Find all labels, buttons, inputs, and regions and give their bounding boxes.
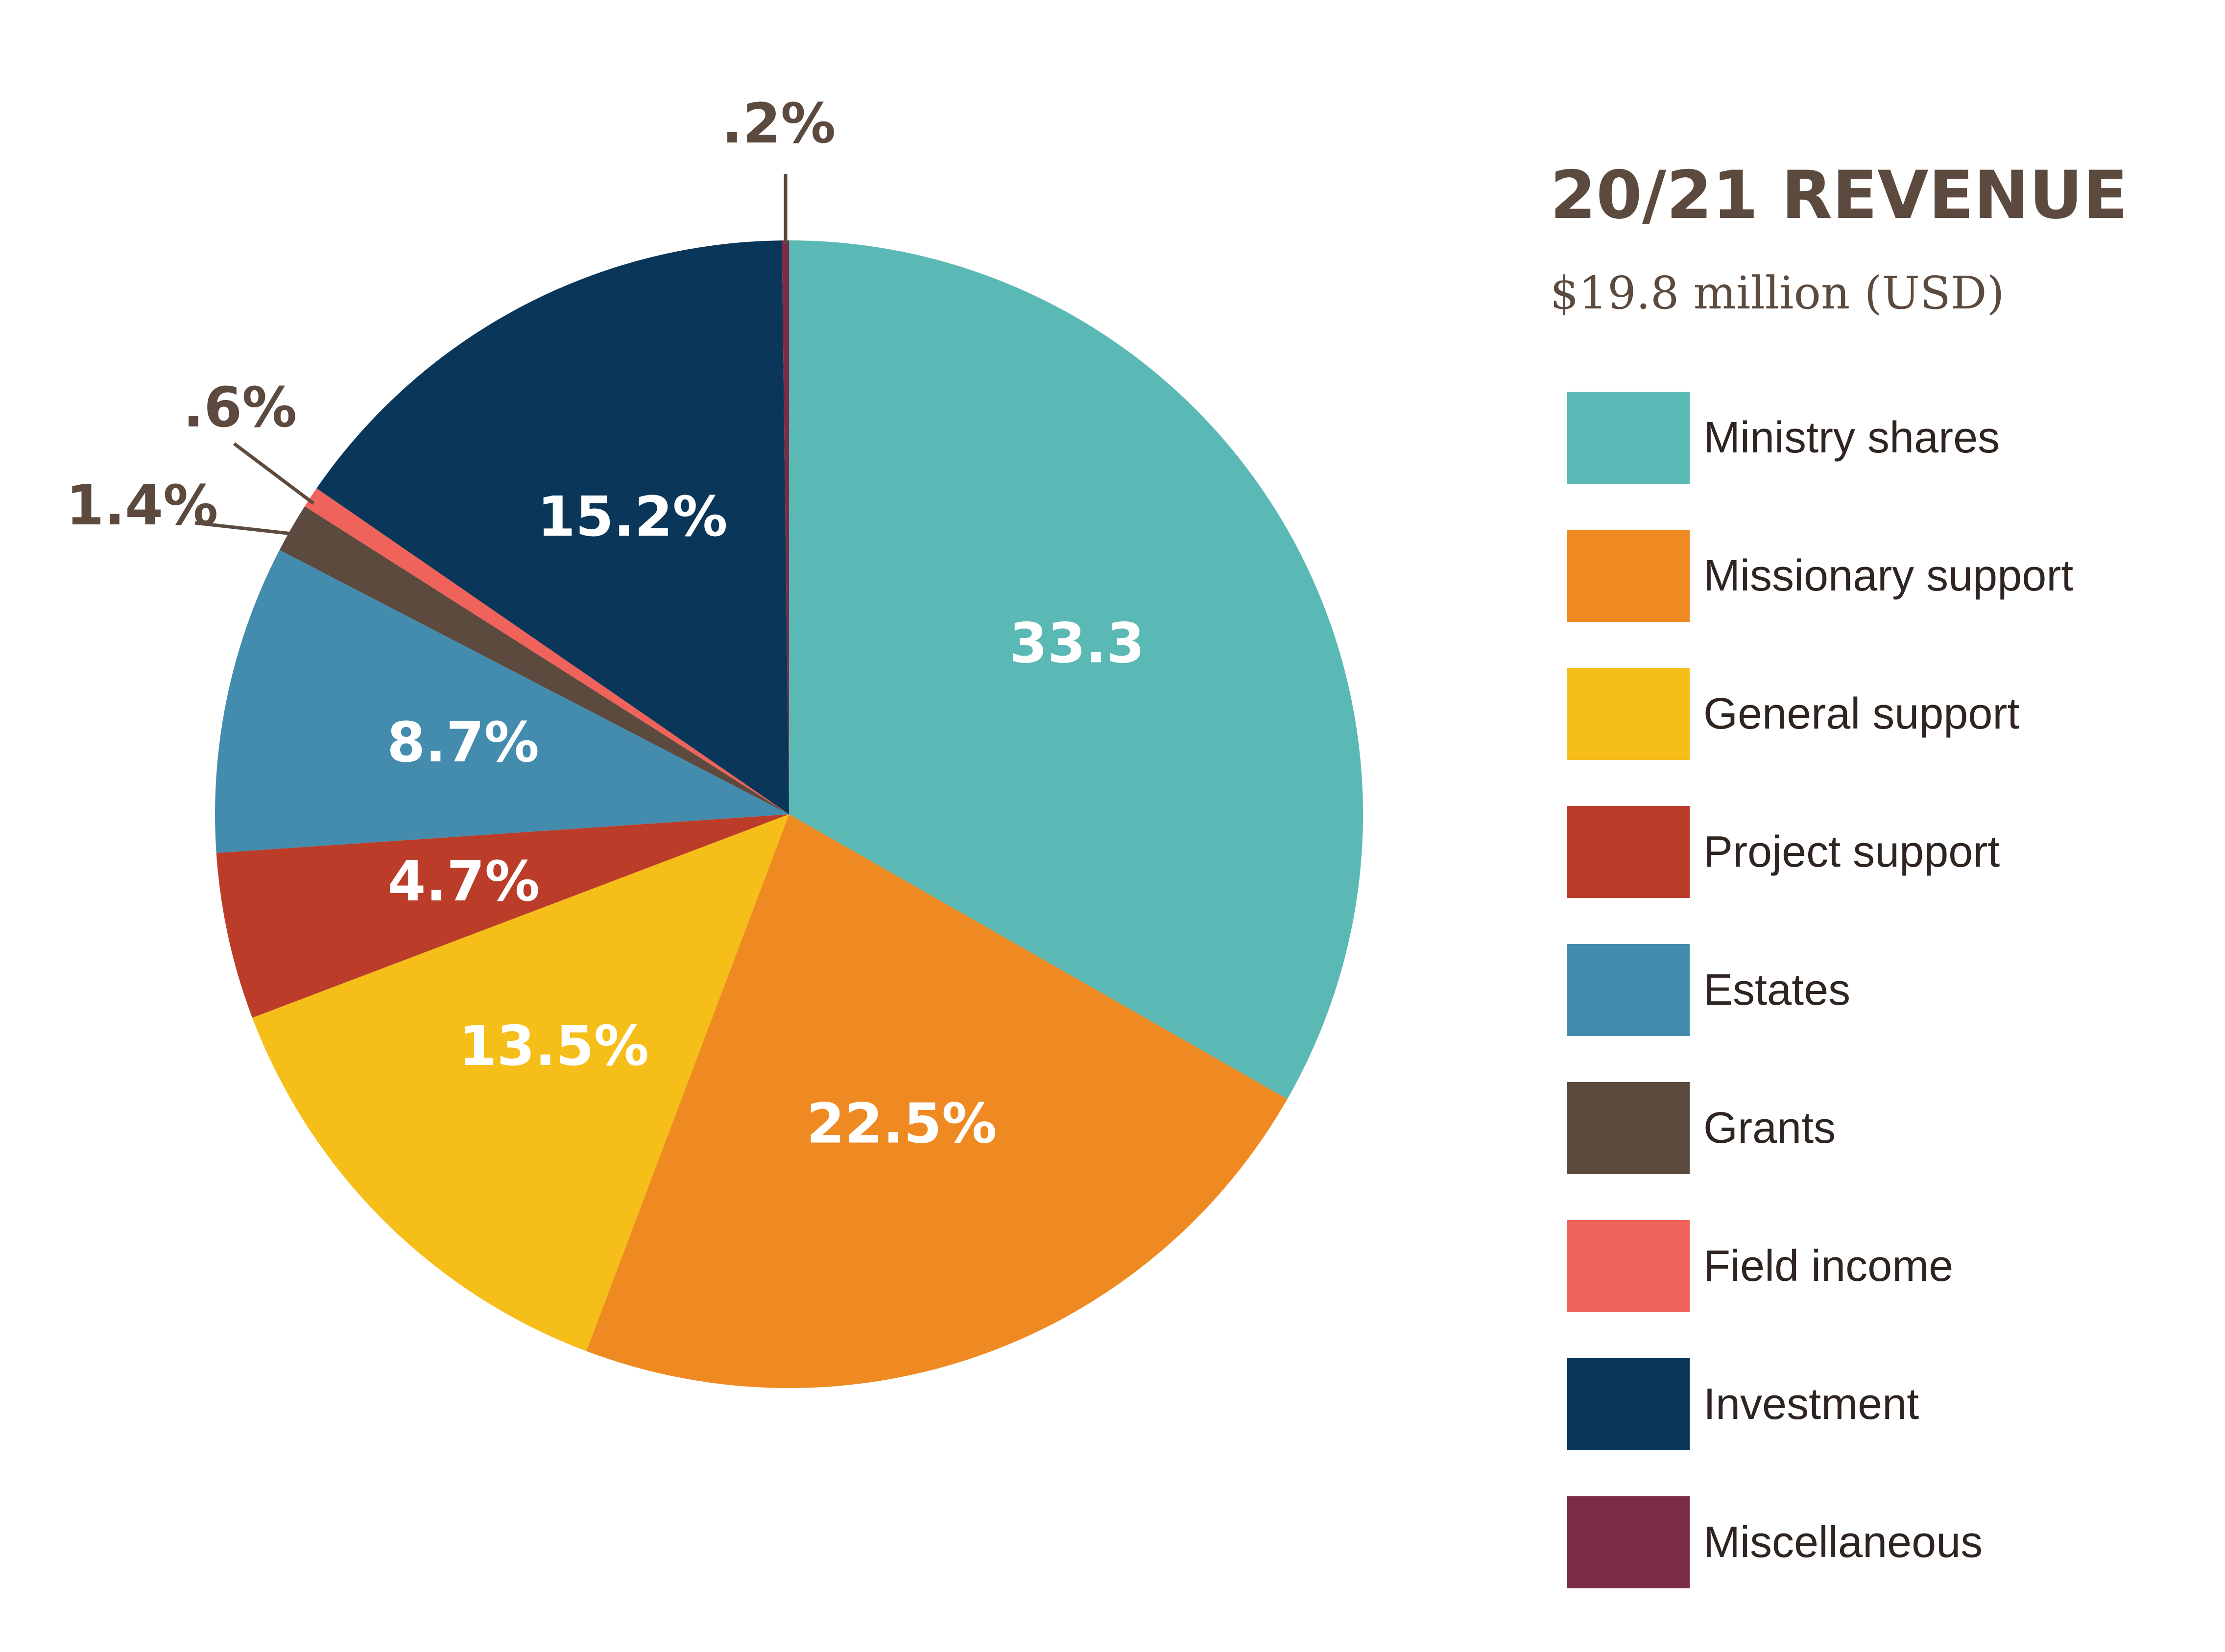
slice-label-grants: 1.4%: [66, 474, 218, 538]
legend-item-ministry-shares: Ministry shares: [1567, 392, 2073, 484]
legend-label-investment: Investment: [1703, 1379, 1919, 1429]
pie-slice-investment: [316, 240, 789, 815]
slice-label-investment: 15.2%: [537, 485, 728, 549]
legend-swatch-general-support: [1567, 668, 1690, 760]
legend-swatch-field-income: [1567, 1220, 1690, 1312]
legend-item-grants: Grants: [1567, 1082, 2073, 1174]
chart-title: 20/21 REVENUE: [1550, 157, 2128, 234]
legend-label-ministry-shares: Ministry shares: [1703, 413, 2000, 462]
chart-subtitle: $19.8 million (USD): [1550, 267, 2005, 319]
legend-label-project-support: Project support: [1703, 827, 2000, 876]
legend-item-general-support: General support: [1567, 668, 2073, 760]
legend-swatch-investment: [1567, 1358, 1690, 1450]
pie-slice-ministry-shares: [789, 240, 1364, 1099]
legend-item-miscellaneous: Miscellaneous: [1567, 1496, 2073, 1588]
slice-labels: 33.3 22.5% 13.5% 4.7% 8.7% 1.4% .6% 15.2% .2%: [66, 92, 1145, 1156]
legend-label-missionary-support: Missionary support: [1703, 551, 2074, 600]
legend-swatch-ministry-shares: [1567, 392, 1690, 484]
pie-slices: [215, 240, 1364, 1388]
leader-line-field-income: [233, 442, 315, 505]
slice-label-project-support: 4.7%: [388, 850, 540, 914]
pie-slice-missionary-support: [586, 814, 1288, 1388]
legend-swatch-grants: [1567, 1082, 1690, 1174]
slice-label-ministry-shares: 33.3: [1009, 612, 1145, 676]
pie-slice-field-income: [305, 488, 789, 814]
legend-swatch-estates: [1567, 944, 1690, 1036]
legend-label-field-income: Field income: [1703, 1241, 1954, 1291]
legend-label-general-support: General support: [1703, 689, 2020, 738]
legend-swatch-project-support: [1567, 806, 1690, 898]
legend-swatch-miscellaneous: [1567, 1496, 1690, 1588]
pie-slice-grants: [279, 506, 789, 814]
legend-item-field-income: Field income: [1567, 1220, 2073, 1312]
pie-slice-general-support: [252, 814, 790, 1351]
slice-label-estates: 8.7%: [387, 711, 539, 775]
slice-label-general-support: 13.5%: [458, 1015, 649, 1078]
slice-label-miscellaneous: .2%: [722, 92, 836, 156]
slice-label-missionary-support: 22.5%: [807, 1092, 997, 1156]
legend: Ministry shares Missionary support General…: [1567, 392, 2073, 1634]
legend-item-missionary-support: Missionary support: [1567, 530, 2073, 622]
slice-label-field-income: .6%: [183, 376, 297, 440]
pie-slice-estates: [215, 550, 789, 853]
legend-item-estates: Estates: [1567, 944, 2073, 1036]
legend-item-investment: Investment: [1567, 1358, 2073, 1450]
leader-lines: [194, 174, 788, 536]
pie-slice-project-support: [216, 814, 789, 1018]
legend-label-grants: Grants: [1703, 1103, 1836, 1153]
leader-line-grants: [194, 521, 292, 536]
legend-item-project-support: Project support: [1567, 806, 2073, 898]
legend-swatch-missionary-support: [1567, 530, 1690, 622]
legend-label-miscellaneous: Miscellaneous: [1703, 1517, 1983, 1567]
pie-slice-miscellaneous: [782, 240, 789, 814]
legend-label-estates: Estates: [1703, 965, 1851, 1015]
